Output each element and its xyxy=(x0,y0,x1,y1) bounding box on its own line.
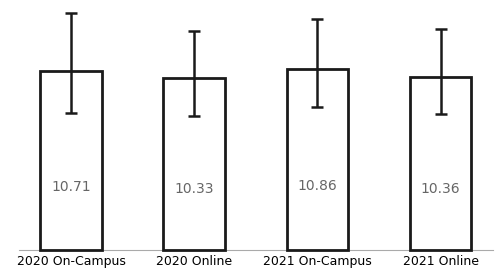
Bar xyxy=(40,71,102,249)
Text: 10.86: 10.86 xyxy=(298,179,338,193)
Bar xyxy=(410,77,472,249)
Text: 10.33: 10.33 xyxy=(174,182,214,196)
Text: 10.36: 10.36 xyxy=(421,182,461,196)
Bar xyxy=(164,78,225,249)
Bar xyxy=(286,69,348,249)
Text: 10.71: 10.71 xyxy=(51,180,91,194)
